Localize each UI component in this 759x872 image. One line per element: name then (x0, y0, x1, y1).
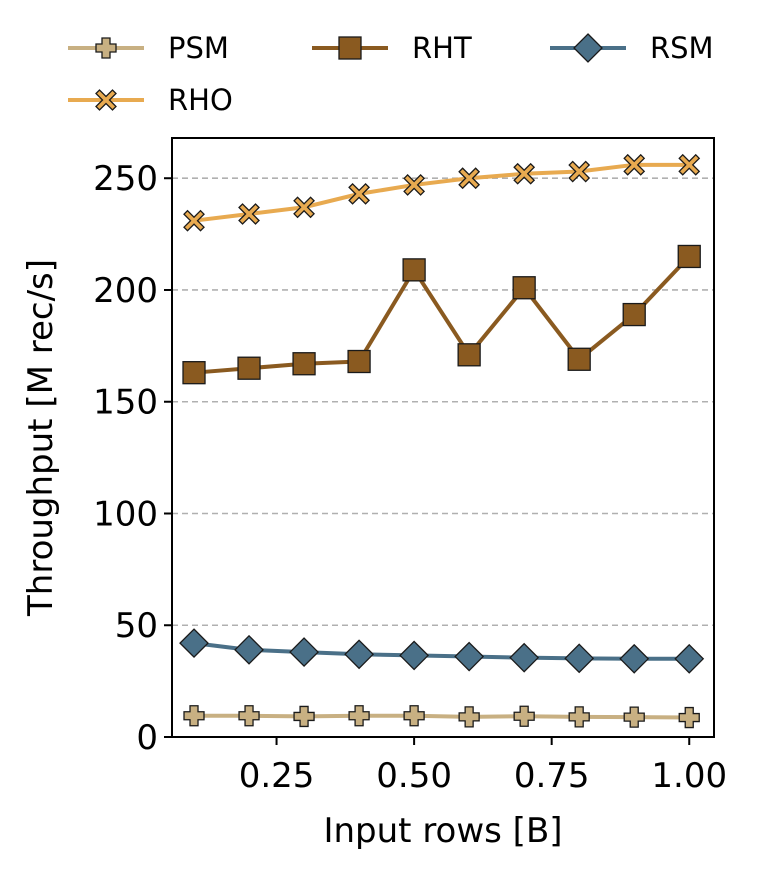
data-point-psm (513, 705, 535, 727)
data-point-psm (238, 705, 260, 727)
series-rho (183, 153, 701, 232)
series-line-psm (194, 713, 690, 720)
data-point-psm (568, 706, 590, 728)
data-point-rht (237, 356, 261, 380)
legend-marker-psm (95, 37, 117, 59)
legend-label-psm: PSM (168, 31, 229, 65)
legend-item-rht: RHT (312, 31, 472, 65)
data-point-rho (513, 162, 536, 185)
x-tick-label: 0.50 (376, 756, 452, 796)
data-point-rsm (454, 641, 485, 672)
data-point-rht (182, 361, 206, 385)
data-point-rsm (289, 637, 319, 667)
legend-label-rht: RHT (412, 31, 472, 65)
data-point-rht (402, 258, 426, 282)
y-axis: 0 50 100 150 200 250 (93, 159, 172, 758)
data-point-rht (677, 244, 701, 269)
y-tick-label: 100 (93, 494, 158, 534)
legend-item-rho: RHO (68, 83, 233, 117)
legend-marker-rho (95, 89, 117, 111)
data-point-rho (458, 167, 481, 190)
data-point-rho (568, 160, 591, 183)
data-point-rho (293, 196, 315, 219)
legend-item-psm: PSM (68, 31, 229, 65)
legend-label-rho: RHO (168, 83, 233, 117)
data-point-rho (678, 153, 701, 176)
legend-marker-rsm (573, 33, 603, 63)
data-point-rsm (564, 643, 595, 674)
data-point-rht (347, 349, 371, 374)
series-line-rht (193, 255, 691, 375)
data-point-rho (623, 153, 646, 176)
data-point-rsm (674, 643, 705, 674)
data-point-psm (403, 705, 425, 727)
legend-item-rsm: RSM (550, 31, 714, 65)
data-point-rsm (509, 642, 540, 673)
data-point-rho (348, 182, 371, 205)
data-point-psm (348, 705, 370, 727)
data-point-rsm (179, 628, 209, 659)
x-axis: 0.25 0.50 0.75 1.00 (239, 737, 727, 796)
data-point-rho (183, 209, 205, 232)
data-point-rsm (234, 634, 264, 665)
series-rsm (179, 628, 705, 674)
series-line-rho (193, 162, 690, 223)
data-point-psm (678, 706, 700, 729)
grid-lines (172, 177, 714, 627)
x-tick-label: 0.75 (514, 756, 590, 796)
data-point-psm (623, 706, 645, 728)
x-tick-label: 1.00 (651, 756, 727, 796)
data-point-rht (567, 347, 591, 371)
y-tick-label: 250 (93, 159, 158, 199)
y-tick-label: 200 (93, 271, 158, 311)
series-line-rsm (193, 641, 690, 661)
data-point-rho (238, 203, 260, 225)
plot-frame (171, 137, 715, 738)
data-point-psm (458, 706, 480, 728)
data-point-rht (292, 352, 316, 376)
legend-label-rsm: RSM (650, 31, 714, 65)
data-point-psm (183, 705, 205, 727)
data-point-rht (622, 302, 646, 327)
legend: PSM RHT RSM RHO (68, 31, 714, 117)
y-axis-label: Throughput [M rec/s] (21, 259, 61, 617)
data-point-rht (512, 276, 536, 300)
legend-marker-rht (338, 36, 362, 60)
y-tick-label: 0 (136, 718, 158, 758)
series-rht (182, 244, 701, 385)
series-layer (179, 153, 705, 729)
x-tick-label: 0.25 (239, 756, 315, 796)
data-point-rsm (619, 643, 650, 674)
data-point-rsm (399, 640, 430, 671)
series-psm (183, 705, 700, 729)
data-point-rho (403, 174, 426, 196)
x-axis-label: Input rows [B] (323, 811, 562, 851)
y-tick-label: 50 (115, 606, 158, 646)
data-point-psm (293, 705, 315, 728)
y-tick-label: 150 (93, 383, 158, 423)
data-point-rsm (344, 639, 375, 670)
data-point-rht (457, 343, 481, 367)
